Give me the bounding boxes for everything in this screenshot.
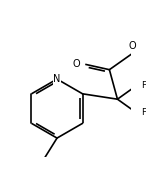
Text: O: O: [72, 59, 80, 69]
Text: F: F: [142, 81, 146, 90]
Text: N: N: [53, 74, 61, 84]
Text: F: F: [142, 108, 146, 117]
Text: O: O: [128, 41, 136, 51]
